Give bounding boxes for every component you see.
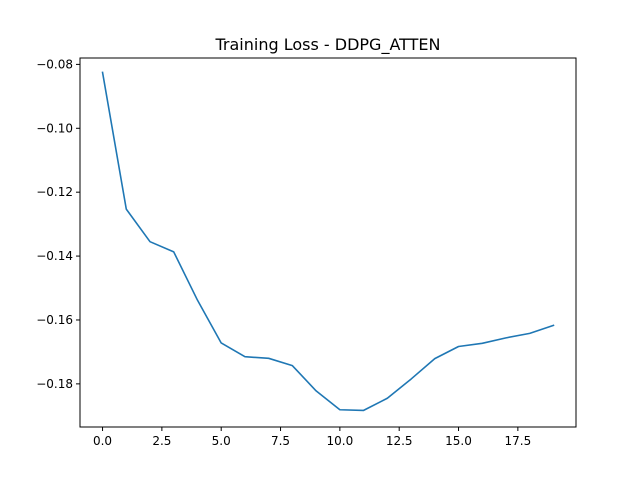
y-tick-label: −0.08 xyxy=(36,57,73,71)
y-tick-label: −0.14 xyxy=(36,249,73,263)
y-tick-label: −0.16 xyxy=(36,313,73,327)
y-tick-label: −0.18 xyxy=(36,377,73,391)
plot-frame xyxy=(79,57,577,428)
series-layer xyxy=(101,71,555,412)
x-tick-label: 5.0 xyxy=(212,434,231,448)
chart-title: Training Loss - DDPG_ATTEN xyxy=(215,35,441,55)
x-tick-label: 17.5 xyxy=(504,434,531,448)
x-tick-label: 12.5 xyxy=(386,434,413,448)
series-line xyxy=(101,71,555,412)
y-tick-label: −0.12 xyxy=(36,185,73,199)
x-tick-label: 10.0 xyxy=(327,434,354,448)
x-tick-label: 15.0 xyxy=(445,434,472,448)
x-tick-label: 7.5 xyxy=(271,434,290,448)
axis-ticks: 0.0 2.5 5.0 7.5 10.0 12.5 15.0 17.5 −0.08 −0.10 −0… xyxy=(36,57,531,448)
y-tick-label: −0.10 xyxy=(36,121,73,135)
x-tick-label: 2.5 xyxy=(152,434,171,448)
x-tick-label: 0.0 xyxy=(93,434,112,448)
